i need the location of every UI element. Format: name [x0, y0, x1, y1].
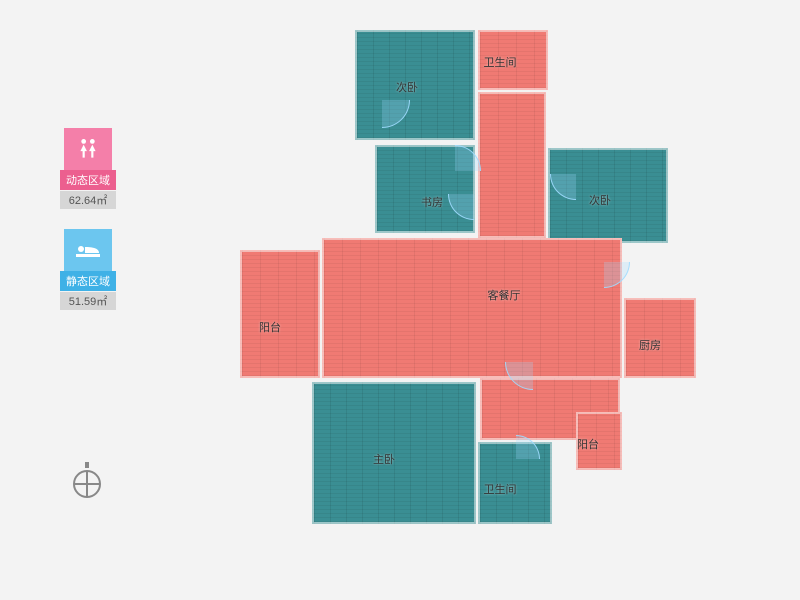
legend-dynamic: 动态区域 62.64㎡	[58, 128, 118, 209]
room-label-bedroom2_right: 次卧	[589, 192, 611, 208]
room-master: 主卧	[312, 382, 476, 524]
room-label-kitchen: 厨房	[639, 337, 661, 353]
room-corridor_top	[478, 92, 546, 238]
legend-static-value: 51.59㎡	[60, 292, 116, 310]
room-label-living: 客餐厅	[488, 287, 521, 303]
room-balcony_bot: 阳台	[576, 412, 622, 470]
sleep-icon	[64, 229, 112, 271]
legend-static-label: 静态区域	[60, 271, 116, 291]
room-kitchen: 厨房	[624, 298, 696, 378]
room-bathroom_bot: 卫生间	[478, 442, 552, 524]
room-label-bathroom_top: 卫生间	[484, 54, 517, 70]
room-bedroom2_top: 次卧	[355, 30, 475, 140]
room-bathroom_top: 卫生间	[478, 30, 548, 90]
legend-dynamic-label: 动态区域	[60, 170, 116, 190]
room-label-bathroom_bot: 卫生间	[484, 481, 517, 497]
compass-icon	[70, 460, 104, 500]
room-label-study: 书房	[421, 194, 443, 210]
room-label-master: 主卧	[373, 451, 395, 467]
room-label-balcony_left: 阳台	[259, 319, 281, 335]
legend: 动态区域 62.64㎡ 静态区域 51.59㎡	[58, 128, 118, 330]
room-balcony_left: 阳台	[240, 250, 320, 378]
room-label-bedroom2_top: 次卧	[396, 79, 418, 95]
room-living: 客餐厅	[322, 238, 622, 378]
legend-dynamic-value: 62.64㎡	[60, 191, 116, 209]
room-label-balcony_bot: 阳台	[577, 436, 599, 452]
legend-static: 静态区域 51.59㎡	[58, 229, 118, 310]
people-icon	[64, 128, 112, 170]
floor-plan: 次卧卫生间书房次卧阳台客餐厅厨房阳台主卧卫生间	[240, 20, 700, 580]
